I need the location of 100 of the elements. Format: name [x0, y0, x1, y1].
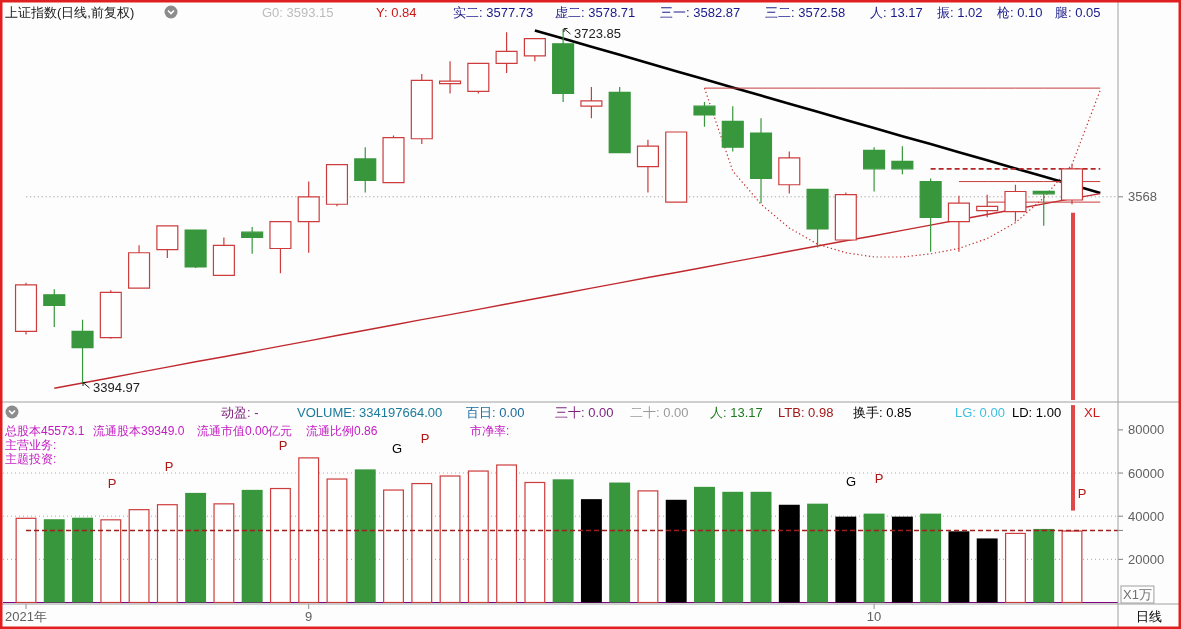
- candlestick: [863, 146, 886, 193]
- bar: [496, 464, 518, 604]
- bar: [1070, 405, 1075, 511]
- candlestick: [1032, 190, 1055, 227]
- candlestick: [608, 86, 631, 154]
- annotation: P: [107, 475, 117, 491]
- candlestick: [212, 236, 235, 276]
- annotation: 市净率:: [470, 424, 510, 438]
- annotation: 流通市值0.00亿元: [197, 424, 293, 438]
- bar: [298, 457, 320, 604]
- text: 腿: 0.05: [1055, 5, 1101, 20]
- text: 三一: 3582.87: [660, 5, 741, 20]
- bar: [807, 503, 829, 603]
- annotation: 人: 13.17: [710, 405, 763, 420]
- bar: [439, 475, 461, 604]
- annotation: 百日: 0.00: [466, 405, 525, 420]
- candlestick: [43, 288, 66, 328]
- candlestick: [297, 180, 320, 254]
- candlestick: [552, 28, 575, 103]
- bar: [580, 499, 602, 603]
- candlestick: [834, 191, 857, 241]
- bar: [269, 487, 291, 604]
- bar: [524, 481, 546, 604]
- bar: [383, 489, 404, 604]
- candlestick: [184, 229, 207, 269]
- bar: [750, 491, 772, 603]
- bar: [241, 489, 263, 603]
- chart-title: 上证指数(日线,前复权): [5, 5, 135, 20]
- bar: [72, 517, 93, 603]
- y-tick-label: 60000: [1128, 465, 1165, 481]
- annotation: 3394.97: [93, 380, 140, 395]
- candlestick: [947, 195, 970, 253]
- candlestick: [919, 177, 942, 253]
- annotation: VOLUME: 334197664.00: [297, 405, 443, 420]
- candlestick: [14, 282, 38, 336]
- annotation: 主题投资:: [5, 452, 57, 466]
- candlestick: [354, 146, 377, 194]
- bar: [976, 538, 998, 603]
- candlestick: [99, 289, 122, 340]
- text: 人: 13.17: [870, 5, 923, 20]
- y-tick-label: 40000: [1128, 508, 1165, 524]
- bar: [326, 478, 348, 604]
- text: 3568: [1128, 189, 1157, 204]
- annotation: 总股本45573.1: [4, 424, 85, 438]
- annotation: 主营业务:: [5, 438, 57, 452]
- candlestick: [128, 244, 151, 289]
- bar: [100, 519, 122, 604]
- annotation: LTB: 0.98: [778, 405, 834, 420]
- annotation: G: [391, 440, 403, 456]
- annotation: 流通股本39349.0: [93, 424, 185, 438]
- bar: [411, 482, 433, 604]
- candlestick: [721, 105, 744, 153]
- y-tick-label: 80000: [1128, 422, 1165, 438]
- text: 日线: [1136, 609, 1162, 624]
- candlestick: [156, 225, 179, 259]
- bar: [156, 504, 178, 604]
- annotation: XL: [1084, 405, 1100, 420]
- candlestick: [523, 37, 546, 62]
- annotation: P: [278, 438, 288, 453]
- bar: [637, 490, 659, 604]
- candlestick: [325, 163, 349, 207]
- annotation: P: [874, 470, 884, 486]
- annotation: 二十: 0.00: [630, 405, 689, 420]
- bar: [920, 513, 942, 603]
- annotation: LG: 0.00: [955, 405, 1005, 420]
- candlestick: [382, 134, 405, 184]
- annotation: G: [845, 473, 857, 489]
- text: 振: 1.02: [937, 5, 983, 20]
- bar: [609, 482, 631, 603]
- bar: [1061, 530, 1083, 604]
- annotation: P: [164, 458, 174, 474]
- annotation: 三十: 0.00: [555, 405, 614, 420]
- annotation: P: [420, 430, 430, 446]
- text: G0: 3593.15: [262, 5, 334, 20]
- bar: [722, 491, 744, 603]
- candlestick: [241, 226, 264, 255]
- candlestick: [749, 117, 773, 204]
- annotation: 换手: 0.85: [853, 405, 912, 420]
- x-tick-label: 9: [305, 609, 313, 624]
- candlestick: [636, 139, 659, 194]
- bar: [694, 486, 715, 603]
- bar: [15, 517, 37, 604]
- annotation: 3723.85: [574, 26, 621, 41]
- text: 三二: 3572.58: [765, 5, 846, 20]
- bar: [665, 499, 687, 603]
- annotation: 流通比例0.86: [306, 424, 378, 438]
- candlestick: [580, 86, 603, 119]
- bar: [863, 513, 885, 603]
- bar: [213, 503, 235, 604]
- annotation: P: [1077, 485, 1087, 501]
- candlestick: [778, 150, 801, 195]
- bar: [128, 509, 150, 604]
- text: Y: 0.84: [376, 5, 417, 20]
- bar: [1033, 528, 1055, 603]
- candlestick: [71, 319, 94, 384]
- annotation: LD: 1.00: [1012, 405, 1062, 420]
- bar: [1004, 532, 1026, 604]
- y-axis-title: X1万: [1123, 587, 1152, 602]
- annotation: 动盈: -: [221, 405, 259, 420]
- bar: [185, 492, 207, 603]
